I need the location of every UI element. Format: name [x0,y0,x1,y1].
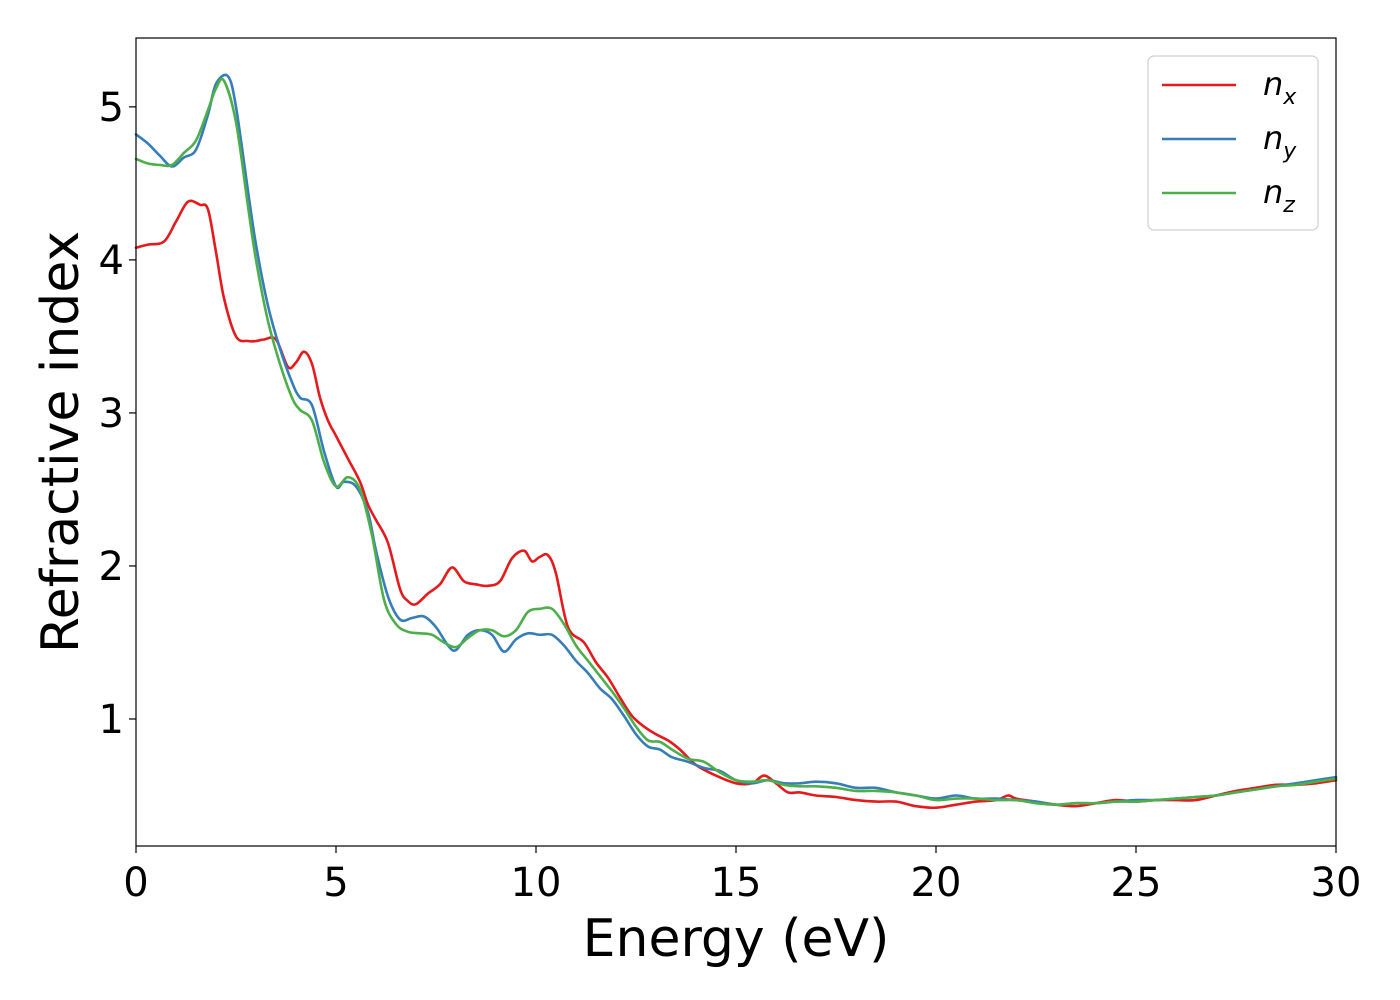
y-tick-label: 4 [99,238,124,284]
series-line-nx [134,199,1338,810]
x-tick-label: 0 [123,860,148,906]
legend-box [1147,55,1319,231]
x-tick-label: 5 [323,860,348,906]
x-tick-label: 30 [1311,860,1362,906]
x-tick-label: 25 [1111,860,1162,906]
y-axis-ticks: 1 2 3 4 5 [99,85,136,743]
y-tick-label: 3 [99,391,124,437]
y-tick-label: 5 [99,85,124,131]
x-tick-label: 15 [711,860,762,906]
y-tick-label: 2 [99,544,124,590]
plot-lines [134,73,1338,810]
y-tick-label: 1 [99,697,124,743]
series-line-nz [134,77,1338,806]
y-axis-title: Refractive index [31,231,91,653]
x-tick-label: 20 [911,860,962,906]
x-axis-ticks: 0 5 10 15 20 25 30 [123,846,1361,906]
x-axis-title: Energy (eV) [583,909,890,969]
legend-label-nx: nx [1263,65,1297,110]
legend-label-ny: ny [1263,119,1297,164]
x-tick-label: 10 [511,860,562,906]
